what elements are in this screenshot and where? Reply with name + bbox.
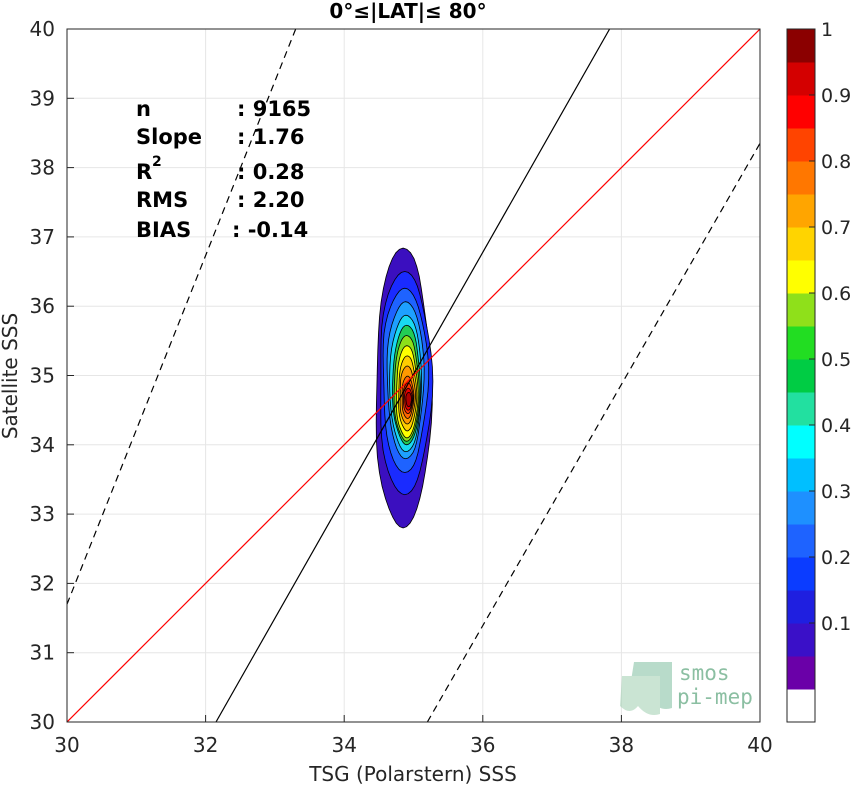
contour-level-0.95 xyxy=(405,392,412,408)
colorbar-tick-label: 0.7 xyxy=(821,217,851,239)
colorbar-segment xyxy=(787,128,815,162)
colorbar-tick-label: 0.1 xyxy=(821,613,851,635)
stat-rms-value: : 2.20 xyxy=(237,188,305,212)
x-tick-label: 36 xyxy=(470,733,495,757)
y-tick-label: 34 xyxy=(30,433,55,457)
stat-n-value: : 9165 xyxy=(237,97,311,121)
stat-bias-value: : -0.14 xyxy=(232,218,308,242)
colorbar-tick-label: 0.4 xyxy=(821,415,851,437)
x-tick-label: 34 xyxy=(331,733,356,757)
x-tick-label: 30 xyxy=(54,733,79,757)
stat-slope-label: Slope xyxy=(136,125,202,149)
y-tick-label: 31 xyxy=(30,641,55,665)
reference-lines xyxy=(67,29,760,722)
stat-bias-label: BIAS xyxy=(136,218,191,242)
colorbar-segment xyxy=(787,590,815,624)
x-tick-label: 32 xyxy=(193,733,218,757)
colorbar xyxy=(787,29,815,723)
colorbar-segment xyxy=(787,260,815,294)
density-contours xyxy=(375,247,434,529)
colorbar-tick-label: 0.8 xyxy=(821,151,851,173)
colorbar-segment xyxy=(787,161,815,195)
colorbar-segment xyxy=(787,623,815,657)
colorbar-segment xyxy=(787,491,815,525)
colorbar-segment xyxy=(787,392,815,426)
colorbar-tick-label: 1 xyxy=(821,19,833,41)
colorbar-tick-label: 0.3 xyxy=(821,481,851,503)
x-axis-label: TSG (Polarstern) SSS xyxy=(308,762,517,786)
logo-text-smos: smos xyxy=(679,661,730,685)
y-tick-label: 38 xyxy=(30,156,55,180)
colorbar-segment xyxy=(787,227,815,261)
colorbar-segment xyxy=(787,359,815,393)
colorbar-segment xyxy=(787,524,815,558)
identity-line xyxy=(67,29,760,722)
y-tick-label: 40 xyxy=(30,17,55,41)
lower-bound-dashed-line xyxy=(426,143,760,722)
y-tick-label: 39 xyxy=(30,86,55,110)
colorbar-segment xyxy=(787,194,815,228)
y-tick-label: 32 xyxy=(30,571,55,595)
colorbar-tick-label: 0.6 xyxy=(821,283,851,305)
y-tick-label: 33 xyxy=(30,502,55,526)
chart-title: 0°≤|LAT|≤ 80° xyxy=(329,0,486,23)
colorbar-ticks: 0.1 0.2 0.3 0.4 0.5 0.6 0.7 0.8 0.9 1 xyxy=(809,19,851,635)
logo-wave-shape-2 xyxy=(620,676,660,715)
colorbar-segment xyxy=(787,557,815,591)
stat-r2-label: R xyxy=(136,160,152,184)
colorbar-tick-label: 0.5 xyxy=(821,349,851,371)
colorbar-segment xyxy=(787,29,815,63)
stat-n-label: n xyxy=(136,97,151,121)
colorbar-frame xyxy=(786,28,816,723)
stat-rms-label: RMS xyxy=(136,188,188,212)
stat-slope-value: : 1.76 xyxy=(237,125,305,149)
x-axis-ticks: 30 32 34 36 38 40 xyxy=(54,715,773,757)
x-tick-label: 40 xyxy=(747,733,772,757)
smos-pi-mep-logo: smos pi-mep xyxy=(620,661,753,715)
logo-text-pi-mep: pi-mep xyxy=(677,685,753,709)
colorbar-segment xyxy=(787,62,815,96)
colorbar-segment xyxy=(787,293,815,327)
y-tick-label: 37 xyxy=(30,225,55,249)
y-tick-label: 36 xyxy=(30,294,55,318)
colorbar-segment xyxy=(787,326,815,360)
colorbar-tick-label: 0.2 xyxy=(821,547,851,569)
colorbar-segment xyxy=(787,425,815,459)
colorbar-segment xyxy=(787,458,815,492)
x-tick-label: 38 xyxy=(609,733,634,757)
stat-r2-value: : 0.28 xyxy=(237,160,305,184)
stats-annotation: n : 9165 Slope : 1.76 R 2 : 0.28 RMS : 2… xyxy=(136,97,311,242)
y-tick-label: 35 xyxy=(30,364,55,388)
y-axis-ticks: 30 31 32 33 34 35 36 37 38 39 40 xyxy=(30,17,74,734)
colorbar-tick-label: 0.9 xyxy=(821,85,851,107)
colorbar-segment xyxy=(787,95,815,129)
colorbar-segment xyxy=(787,656,815,690)
y-axis-label: Satellite SSS xyxy=(0,313,22,439)
stat-r2-superscript: 2 xyxy=(152,154,162,170)
colorbar-segment xyxy=(787,689,815,723)
y-tick-label: 30 xyxy=(30,710,55,734)
